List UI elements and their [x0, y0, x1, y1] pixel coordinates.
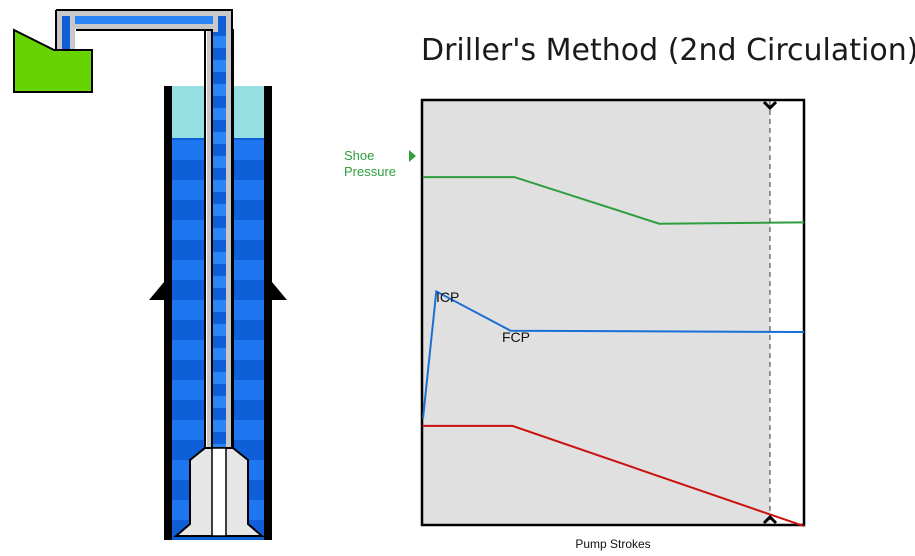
drillpipe-fluid: [212, 32, 226, 462]
pump-icon: [13, 28, 93, 93]
wellbore-icon: [55, 9, 287, 540]
casing-shoe-right: [272, 282, 287, 300]
progress-cursor-bottom-marker: [762, 514, 778, 525]
x-axis-label: Pump Strokes: [575, 537, 650, 551]
bit-bore: [211, 447, 227, 537]
chart-title-text: Driller's Method (2nd Circulation): [421, 33, 915, 68]
progress-cursor-top-marker: [762, 100, 778, 111]
plot-remaining-region: [770, 101, 804, 524]
surface-line-fluid-drop: [218, 16, 226, 32]
surface-line-fluid-v: [62, 16, 70, 50]
drillpipe-pressure-series: [422, 289, 805, 419]
plot-frame: [420, 98, 806, 527]
shoe-pressure-series: [423, 176, 805, 225]
chart-title: Driller's Method (2nd Circulation): [421, 33, 915, 68]
icp-label: ICP: [436, 289, 459, 305]
fcp-label: FCP: [502, 329, 530, 345]
shoe-pressure-label-line1: Shoe: [344, 148, 374, 163]
casing-right-wall: [264, 86, 272, 540]
surface-line-fluid: [62, 16, 226, 24]
pressure-chart: Shoe Pressure ICP FCP Pump Strokes: [344, 98, 806, 551]
surface-line-outline: [56, 9, 233, 34]
shoe-pressure-label-line2: Pressure: [344, 164, 396, 179]
plot-background: [423, 101, 770, 524]
casing-shoe-left: [149, 282, 164, 300]
series-layer: [422, 176, 805, 528]
casing-left-wall: [164, 86, 172, 540]
shoe-pressure-marker-icon: [409, 150, 416, 162]
casing-pressure-series: [423, 424, 805, 528]
